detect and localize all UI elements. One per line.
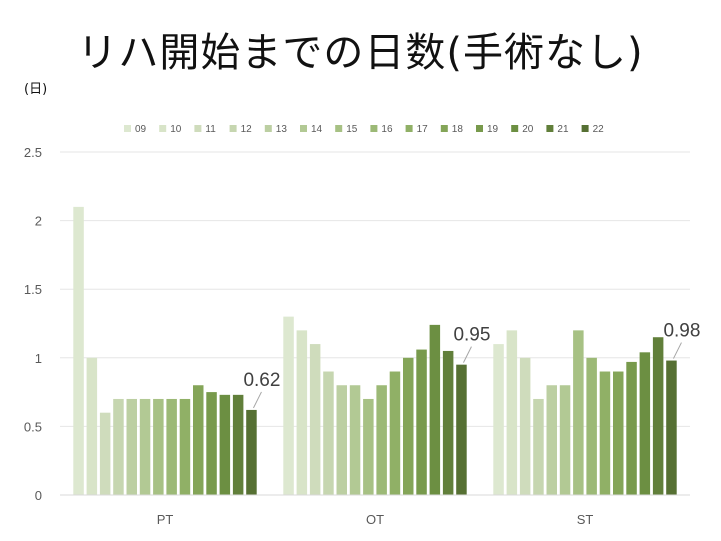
y-axis-ticks: 0 0.5 1 1.5 2 2.5 xyxy=(24,145,42,503)
y-tick-label: 2.5 xyxy=(24,145,42,160)
x-category-label: ST xyxy=(577,512,594,527)
data-label: 0.95 xyxy=(453,325,490,346)
bar xyxy=(336,385,347,495)
legend-swatch xyxy=(440,125,448,132)
bar xyxy=(519,357,531,495)
legend-label: 19 xyxy=(487,124,499,135)
y-tick-label: 1 xyxy=(35,351,42,366)
bar xyxy=(153,398,164,495)
legend-label: 14 xyxy=(311,124,323,135)
legend-label: 10 xyxy=(170,124,182,135)
bar xyxy=(666,360,677,495)
y-tick-label: 0.5 xyxy=(24,419,42,434)
bar xyxy=(613,371,624,495)
bar xyxy=(493,344,504,495)
legend-swatch xyxy=(159,125,167,132)
legend-swatch xyxy=(300,125,307,132)
bar xyxy=(442,350,454,495)
legend-swatch xyxy=(194,125,202,132)
bar xyxy=(586,357,597,495)
bar xyxy=(429,324,441,495)
legend-label: 22 xyxy=(593,124,605,135)
bars xyxy=(73,206,677,495)
bar xyxy=(376,385,387,495)
data-label-leader xyxy=(673,342,682,359)
legend: 09 10 11 12 13 14 15 16 17 18 19 20 21 22 xyxy=(124,124,604,135)
legend-label: 18 xyxy=(452,124,464,135)
gridlines xyxy=(60,151,690,427)
legend-swatch xyxy=(264,125,272,132)
y-tick-label: 2 xyxy=(35,214,42,229)
legend-label: 12 xyxy=(241,124,253,135)
legend-label: 20 xyxy=(522,124,534,135)
bar xyxy=(349,385,361,495)
bar xyxy=(506,330,518,495)
legend-label: 15 xyxy=(346,124,358,135)
legend-swatch xyxy=(335,125,343,132)
legend-label: 17 xyxy=(417,124,429,135)
bar xyxy=(652,337,664,495)
legend-label: 13 xyxy=(276,124,288,135)
bar xyxy=(232,394,244,495)
data-label: 0.62 xyxy=(243,370,280,391)
chart-title: リハ開始までの日数(手術なし) xyxy=(77,30,644,76)
bar xyxy=(573,330,584,495)
bar xyxy=(416,349,427,495)
bar xyxy=(206,392,217,495)
bar xyxy=(179,398,191,495)
bar xyxy=(296,330,308,495)
y-tick-label: 0 xyxy=(35,488,42,503)
bar xyxy=(166,398,177,495)
data-label: 0.98 xyxy=(663,321,700,342)
bar xyxy=(86,357,98,495)
legend-swatch xyxy=(370,125,378,132)
legend-label: 21 xyxy=(557,124,569,135)
bar xyxy=(389,371,401,495)
bar xyxy=(533,398,544,495)
bar xyxy=(363,398,374,495)
bar xyxy=(546,385,557,495)
y-axis-unit-label: (日) xyxy=(24,82,48,97)
x-axis-categories: PT OT ST xyxy=(157,512,594,527)
legend-swatch xyxy=(581,125,589,132)
bar xyxy=(139,398,151,495)
bar xyxy=(323,371,334,495)
data-label-leader xyxy=(253,391,262,409)
legend-label: 16 xyxy=(381,124,393,135)
bar xyxy=(99,412,111,495)
bar xyxy=(599,371,611,495)
data-label-leader xyxy=(463,346,472,363)
bar xyxy=(73,206,84,495)
bar xyxy=(126,398,137,495)
legend-swatch xyxy=(229,125,237,132)
legend-swatch xyxy=(405,125,413,132)
legend-label: 11 xyxy=(205,124,216,135)
legend-swatch xyxy=(476,125,483,132)
legend-swatch xyxy=(546,125,554,132)
bar xyxy=(193,385,204,495)
bar xyxy=(283,316,294,495)
bar xyxy=(403,357,414,495)
x-category-label: OT xyxy=(366,512,384,527)
bar xyxy=(639,352,651,495)
bar xyxy=(113,398,124,495)
x-category-label: PT xyxy=(157,512,174,527)
bar xyxy=(456,364,467,495)
bar xyxy=(246,409,257,495)
bar xyxy=(219,394,231,495)
y-tick-label: 1.5 xyxy=(24,282,42,297)
legend-label: 09 xyxy=(135,124,147,135)
bar xyxy=(559,385,571,495)
legend-swatch xyxy=(511,125,519,132)
bar xyxy=(626,361,637,495)
bar xyxy=(309,344,321,495)
data-labels: 0.62 0.95 0.98 xyxy=(243,321,700,409)
legend-swatch xyxy=(124,125,131,132)
